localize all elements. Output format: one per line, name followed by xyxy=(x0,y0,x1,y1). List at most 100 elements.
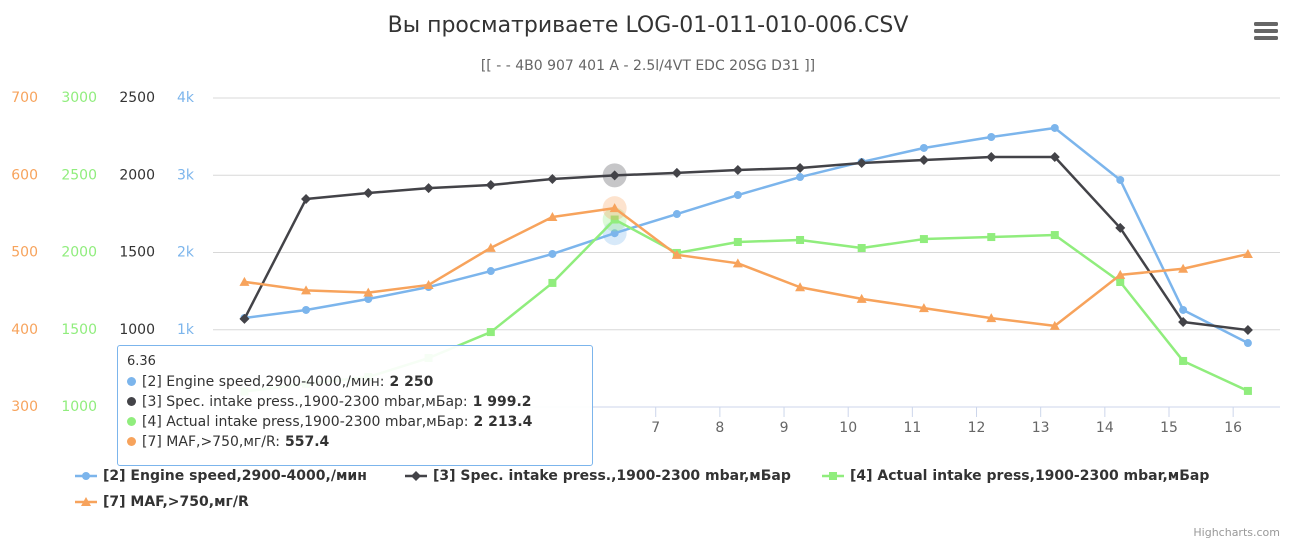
x-tick-label: 16 xyxy=(1224,420,1242,436)
point xyxy=(1179,356,1188,365)
tooltip-value: 557.4 xyxy=(285,434,330,450)
point xyxy=(918,303,929,313)
point xyxy=(82,472,90,480)
point xyxy=(1049,152,1060,163)
point xyxy=(363,287,374,297)
x-tick-label: 14 xyxy=(1096,420,1114,436)
y-tick-label: 3k xyxy=(177,167,195,183)
y-tick-label: 1500 xyxy=(61,322,97,338)
x-tick-label: 12 xyxy=(968,420,986,436)
point xyxy=(672,210,681,219)
x-tick-label: 15 xyxy=(1160,420,1178,436)
point xyxy=(1050,123,1059,132)
point xyxy=(411,471,421,481)
y-tick-label: 2500 xyxy=(119,90,155,106)
point xyxy=(732,164,743,175)
legend-label: [2] Engine speed,2900-4000,/мин xyxy=(103,468,367,484)
point xyxy=(81,497,91,506)
x-tick-label: 11 xyxy=(903,420,921,436)
y-tick-label: 600 xyxy=(11,167,38,183)
x-tick-label: 8 xyxy=(715,420,724,436)
point xyxy=(1243,339,1252,348)
tooltip-dot xyxy=(127,377,136,386)
point xyxy=(548,249,557,258)
tooltip-label: [2] Engine speed,2900-4000,/мин: xyxy=(142,374,385,390)
point xyxy=(1243,386,1252,395)
y-tick-label: 2500 xyxy=(61,167,97,183)
y-tick-label: 2000 xyxy=(119,167,155,183)
point xyxy=(919,235,928,244)
tooltip-dot xyxy=(127,397,136,406)
legend-label: [3] Spec. intake press.,1900-2300 mbar,м… xyxy=(433,468,791,484)
y-tick-label: 2k xyxy=(177,245,195,261)
point xyxy=(609,203,620,213)
legend-label: [4] Actual intake press,1900-2300 mbar,м… xyxy=(850,468,1209,484)
point xyxy=(1049,320,1060,330)
tooltip-label: [7] MAF,>750,мг/R: xyxy=(142,434,280,450)
credits[interactable]: Highcharts.com xyxy=(1193,526,1280,539)
y-tick-label: 700 xyxy=(11,90,38,106)
chart-title: Вы просматриваете LOG-01-011-010-006.CSV xyxy=(388,13,909,38)
x-tick-label: 9 xyxy=(780,420,789,436)
point xyxy=(1178,263,1189,273)
menu-bar[interactable] xyxy=(1254,22,1278,26)
legend-item[interactable]: [7] MAF,>750,мг/R xyxy=(75,494,249,510)
legend-item[interactable]: [4] Actual intake press,1900-2300 mbar,м… xyxy=(822,468,1209,484)
point xyxy=(795,162,806,173)
point xyxy=(423,279,434,289)
x-tick-label: 13 xyxy=(1032,420,1050,436)
point xyxy=(301,194,312,205)
point xyxy=(1178,317,1189,328)
series-line xyxy=(243,155,1249,332)
point xyxy=(364,295,373,304)
point xyxy=(301,285,312,295)
menu-bar[interactable] xyxy=(1254,36,1278,40)
point xyxy=(856,158,867,169)
point xyxy=(919,143,928,152)
y-tick-label: 1500 xyxy=(119,245,155,261)
tooltip-value: 2 213.4 xyxy=(473,414,533,430)
menu-bar[interactable] xyxy=(1254,29,1278,33)
point xyxy=(986,313,997,323)
legend-item[interactable]: [3] Spec. intake press.,1900-2300 mbar,м… xyxy=(405,468,791,484)
point xyxy=(239,276,250,286)
point xyxy=(986,152,997,163)
point xyxy=(1179,305,1188,314)
tooltip-row: [7] MAF,>750,мг/R: 557.4 xyxy=(127,432,583,452)
point xyxy=(732,258,743,268)
tooltip-row: [3] Spec. intake press.,1900-2300 mbar,м… xyxy=(127,392,583,412)
point xyxy=(671,249,682,259)
point xyxy=(363,188,374,199)
point xyxy=(485,242,496,252)
point xyxy=(485,179,496,190)
point xyxy=(829,472,837,480)
point xyxy=(1050,231,1059,240)
point xyxy=(547,211,558,221)
y-tick-label: 1000 xyxy=(61,399,97,415)
y-tick-label: 3000 xyxy=(61,90,97,106)
legend-label: [7] MAF,>750,мг/R xyxy=(103,494,249,510)
point xyxy=(987,133,996,142)
tooltip-label: [3] Spec. intake press.,1900-2300 mbar,м… xyxy=(142,394,468,410)
point xyxy=(610,229,619,238)
y-tick-label: 400 xyxy=(11,322,38,338)
y-tick-label: 500 xyxy=(11,245,38,261)
point xyxy=(302,305,311,314)
point xyxy=(1242,249,1253,259)
chart-subtitle: [[ - - 4B0 907 401 A - 2.5l/4VT EDC 20SG… xyxy=(481,58,815,74)
tooltip-dot xyxy=(127,437,136,446)
legend-item[interactable]: [2] Engine speed,2900-4000,/мин xyxy=(75,468,367,484)
tooltip-row: [4] Actual intake press,1900-2300 mbar,м… xyxy=(127,412,583,432)
point xyxy=(796,235,805,244)
point xyxy=(796,173,805,182)
x-tick-label: 10 xyxy=(839,420,857,436)
point xyxy=(795,282,806,292)
point xyxy=(1116,278,1125,287)
point xyxy=(857,244,866,253)
y-tick-label: 300 xyxy=(11,399,38,415)
point xyxy=(486,267,495,276)
y-tick-label: 2000 xyxy=(61,245,97,261)
tooltip-dot xyxy=(127,417,136,426)
menu-button[interactable] xyxy=(1254,22,1278,40)
